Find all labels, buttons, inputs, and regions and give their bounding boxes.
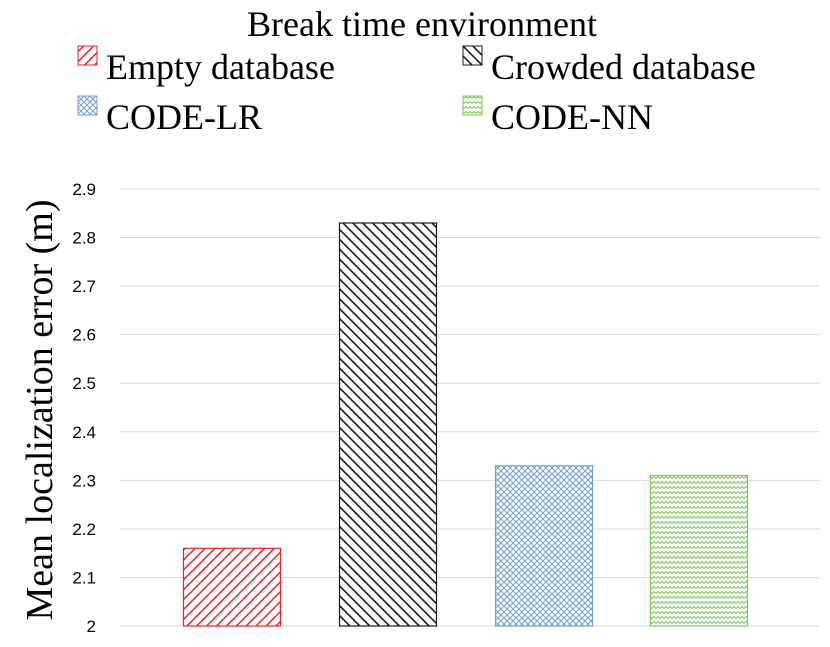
- y-tick-label: 2.6: [72, 326, 96, 345]
- chart-title: Break time environment: [247, 4, 597, 44]
- legend-swatch: [462, 45, 483, 66]
- y-tick-label: 2.4: [72, 423, 96, 442]
- legend-swatch: [462, 95, 483, 116]
- legend-label: Crowded database: [491, 47, 756, 87]
- legend-label: Empty database: [106, 47, 335, 87]
- y-tick-label: 2.5: [72, 374, 96, 393]
- y-axis-label: Mean localization error (m): [19, 200, 61, 621]
- y-tick-label: 2.7: [72, 277, 96, 296]
- legend-swatch: [77, 45, 98, 66]
- y-tick-label: 2.8: [72, 229, 96, 248]
- y-tick-label: 2: [87, 617, 96, 636]
- legend-label: CODE-LR: [106, 97, 262, 137]
- bar-code-lr: [494, 465, 594, 627]
- y-tick-label: 2.1: [72, 568, 96, 587]
- bar-code-nn: [649, 474, 749, 627]
- y-axis-ticks: 2 2.1 2.2 2.3 2.4 2.5 2.6 2.7 2.8 2.9: [72, 180, 96, 636]
- bar-crowded-database: [338, 222, 438, 627]
- y-tick-label: 2.3: [72, 471, 96, 490]
- y-tick-label: 2.9: [72, 180, 96, 199]
- legend-label: CODE-NN: [491, 97, 653, 137]
- legend: Empty database Crowded database CODE-LR COD…: [77, 45, 756, 137]
- bar-empty-database: [182, 547, 282, 627]
- bars: [182, 222, 749, 627]
- y-tick-label: 2.2: [72, 520, 96, 539]
- legend-swatch: [77, 95, 98, 116]
